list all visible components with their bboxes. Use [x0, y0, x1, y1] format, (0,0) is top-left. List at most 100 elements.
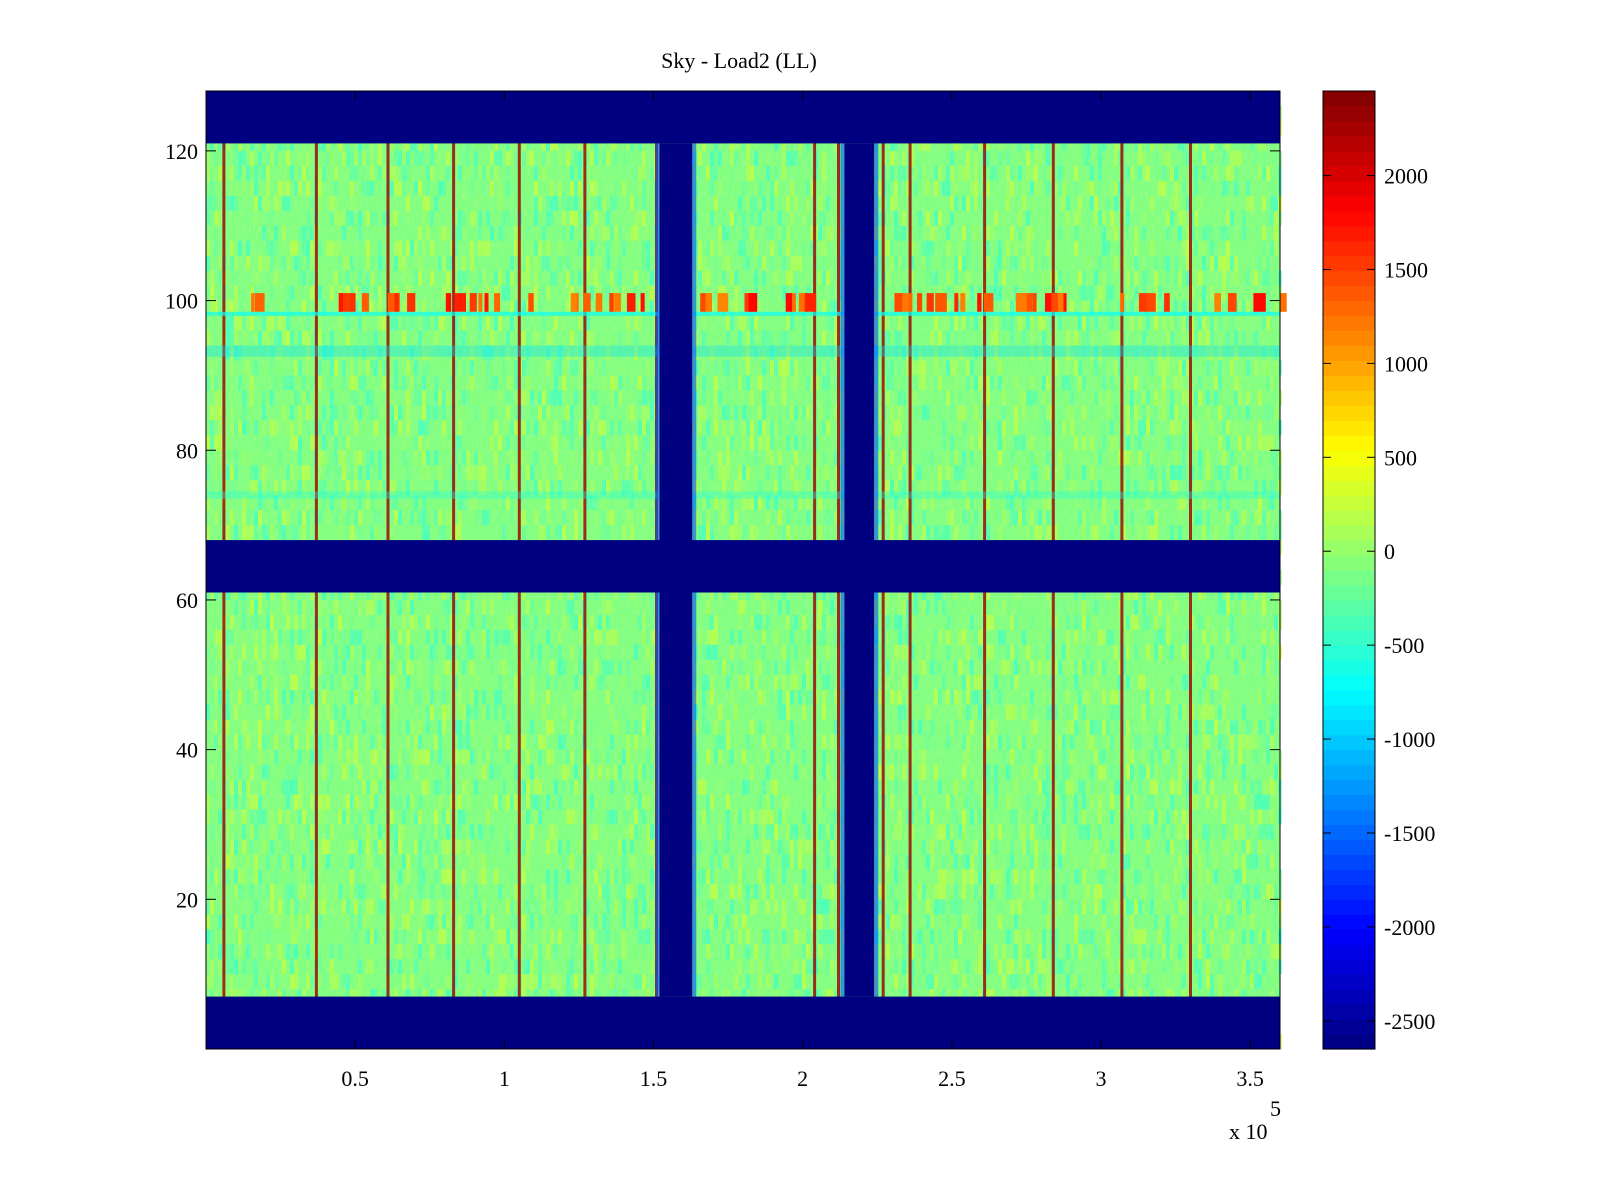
x-axis-exponent: x 10 5 [1229, 1096, 1281, 1144]
colorbar-step [1323, 91, 1375, 107]
hot-row-segment [789, 293, 796, 312]
hot-row-segment [1214, 293, 1221, 312]
colorbar-step [1323, 570, 1375, 586]
colorbar-step [1323, 914, 1375, 930]
hot-row-segment [1279, 293, 1287, 312]
colorbar-step [1323, 465, 1375, 481]
colorbar-step [1323, 719, 1375, 736]
colorbar-tick-label: -1000 [1384, 727, 1435, 752]
x-exponent-base: x 10 [1229, 1119, 1268, 1144]
hot-row-segment [338, 293, 343, 312]
colorbar-step [1323, 794, 1375, 811]
colorbar-tick-label: -1500 [1384, 821, 1435, 846]
colorbar-step [1323, 974, 1375, 990]
hot-row-segment [894, 293, 903, 312]
colorbar-step [1323, 644, 1375, 661]
hot-row-segment [583, 293, 591, 312]
y-tick-label: 100 [165, 289, 198, 314]
colorbar-step [1323, 704, 1375, 721]
colorbar-step [1323, 375, 1375, 391]
colorbar-step [1323, 1004, 1375, 1020]
colorbar-tick-label: 500 [1384, 445, 1417, 470]
colorbar-step [1323, 480, 1375, 496]
colorbar-step [1323, 749, 1375, 766]
hot-row-segment [804, 293, 817, 312]
cool-row-band [206, 345, 1280, 357]
hot-row-segment [1045, 293, 1052, 312]
colorbar-tick-label: -2000 [1384, 915, 1435, 940]
colorbar-step [1323, 165, 1375, 182]
hot-row-segment [494, 293, 501, 312]
heatmap-plot-area [205, 90, 1287, 1050]
colorbar-step [1323, 390, 1375, 406]
hot-row-segment [798, 293, 808, 312]
x-tick-label: 1.5 [640, 1066, 668, 1091]
hot-row-segment [1146, 293, 1156, 312]
x-tick-label: 3.5 [1236, 1066, 1264, 1091]
hot-row-segment [595, 293, 603, 312]
hot-row-segment [484, 293, 488, 312]
colorbar-step [1323, 510, 1375, 526]
colorbar-step [1323, 285, 1375, 302]
hot-row-segment [960, 293, 966, 312]
hot-row-segment [984, 293, 994, 312]
colorbar-tick-label: -500 [1384, 633, 1424, 658]
hot-row-segment [609, 293, 616, 312]
colorbar-step [1323, 629, 1375, 646]
cool-row-band [206, 491, 1280, 499]
hot-row-segment [478, 293, 483, 312]
colorbar-tick-label: 1000 [1384, 351, 1428, 376]
colorbar-step [1323, 659, 1375, 676]
colorbar-step [1323, 525, 1375, 541]
colorbar-step [1323, 420, 1375, 436]
hot-row-segment [908, 293, 913, 312]
hot-row-segment [900, 293, 912, 312]
hot-row-segment [454, 293, 466, 312]
hot-row-segment [935, 293, 947, 312]
hot-row-segment [1015, 293, 1027, 312]
colorbar-step [1323, 135, 1375, 152]
cool-row-band [206, 311, 1280, 316]
hot-row-segment [977, 293, 982, 312]
y-tick-label: 120 [165, 139, 198, 164]
colorbar-step [1323, 1034, 1375, 1050]
colorbar-step [1323, 614, 1375, 631]
hot-row-segment [1164, 293, 1170, 312]
hot-row-segment [1024, 293, 1033, 312]
colorbar-step [1323, 300, 1375, 317]
hot-row-segment [570, 293, 577, 312]
y-tick-label: 20 [176, 887, 198, 912]
hot-row-segment [469, 293, 477, 312]
colorbar-step [1323, 105, 1375, 122]
colorbar-step [1323, 779, 1375, 796]
colorbar-step [1323, 225, 1375, 242]
colorbar-step [1323, 315, 1375, 332]
colorbar-step [1323, 854, 1375, 870]
y-axis: 20 40 60 80 100 120 [165, 139, 1280, 912]
colorbar-step [1323, 555, 1375, 571]
hot-row-segment [445, 293, 452, 312]
colorbar-tick-label: 1500 [1384, 257, 1428, 282]
colorbar: 2000 1500 1000 500 0 -500 -1000 -1500 -2000 -2500 [1322, 90, 1435, 1050]
hot-row-segment [1253, 293, 1266, 312]
colorbar-step [1323, 195, 1375, 212]
colorbar-step [1323, 884, 1375, 900]
hot-row-segment [1053, 293, 1064, 312]
plot-frame [205, 90, 1281, 1050]
colorbar-step [1323, 824, 1375, 841]
colorbar-step [1323, 180, 1375, 197]
colorbar-step [1323, 330, 1375, 347]
colorbar-step [1323, 764, 1375, 781]
colorbar-ticks: 2000 1500 1000 500 0 -500 -1000 -1500 -2000 -2500 [1323, 164, 1435, 1034]
hot-row-segment [394, 293, 399, 312]
colorbar-step [1323, 240, 1375, 257]
colorbar-step [1323, 150, 1375, 167]
hot-row-segment [254, 293, 265, 312]
y-tick-label: 60 [176, 588, 198, 613]
hot-row-segment [954, 293, 959, 312]
hot-row-segment [251, 293, 255, 312]
colorbar-step [1323, 584, 1375, 601]
colorbar-step [1323, 270, 1375, 287]
hot-row-segment [700, 293, 708, 312]
colorbar-step [1323, 360, 1375, 377]
